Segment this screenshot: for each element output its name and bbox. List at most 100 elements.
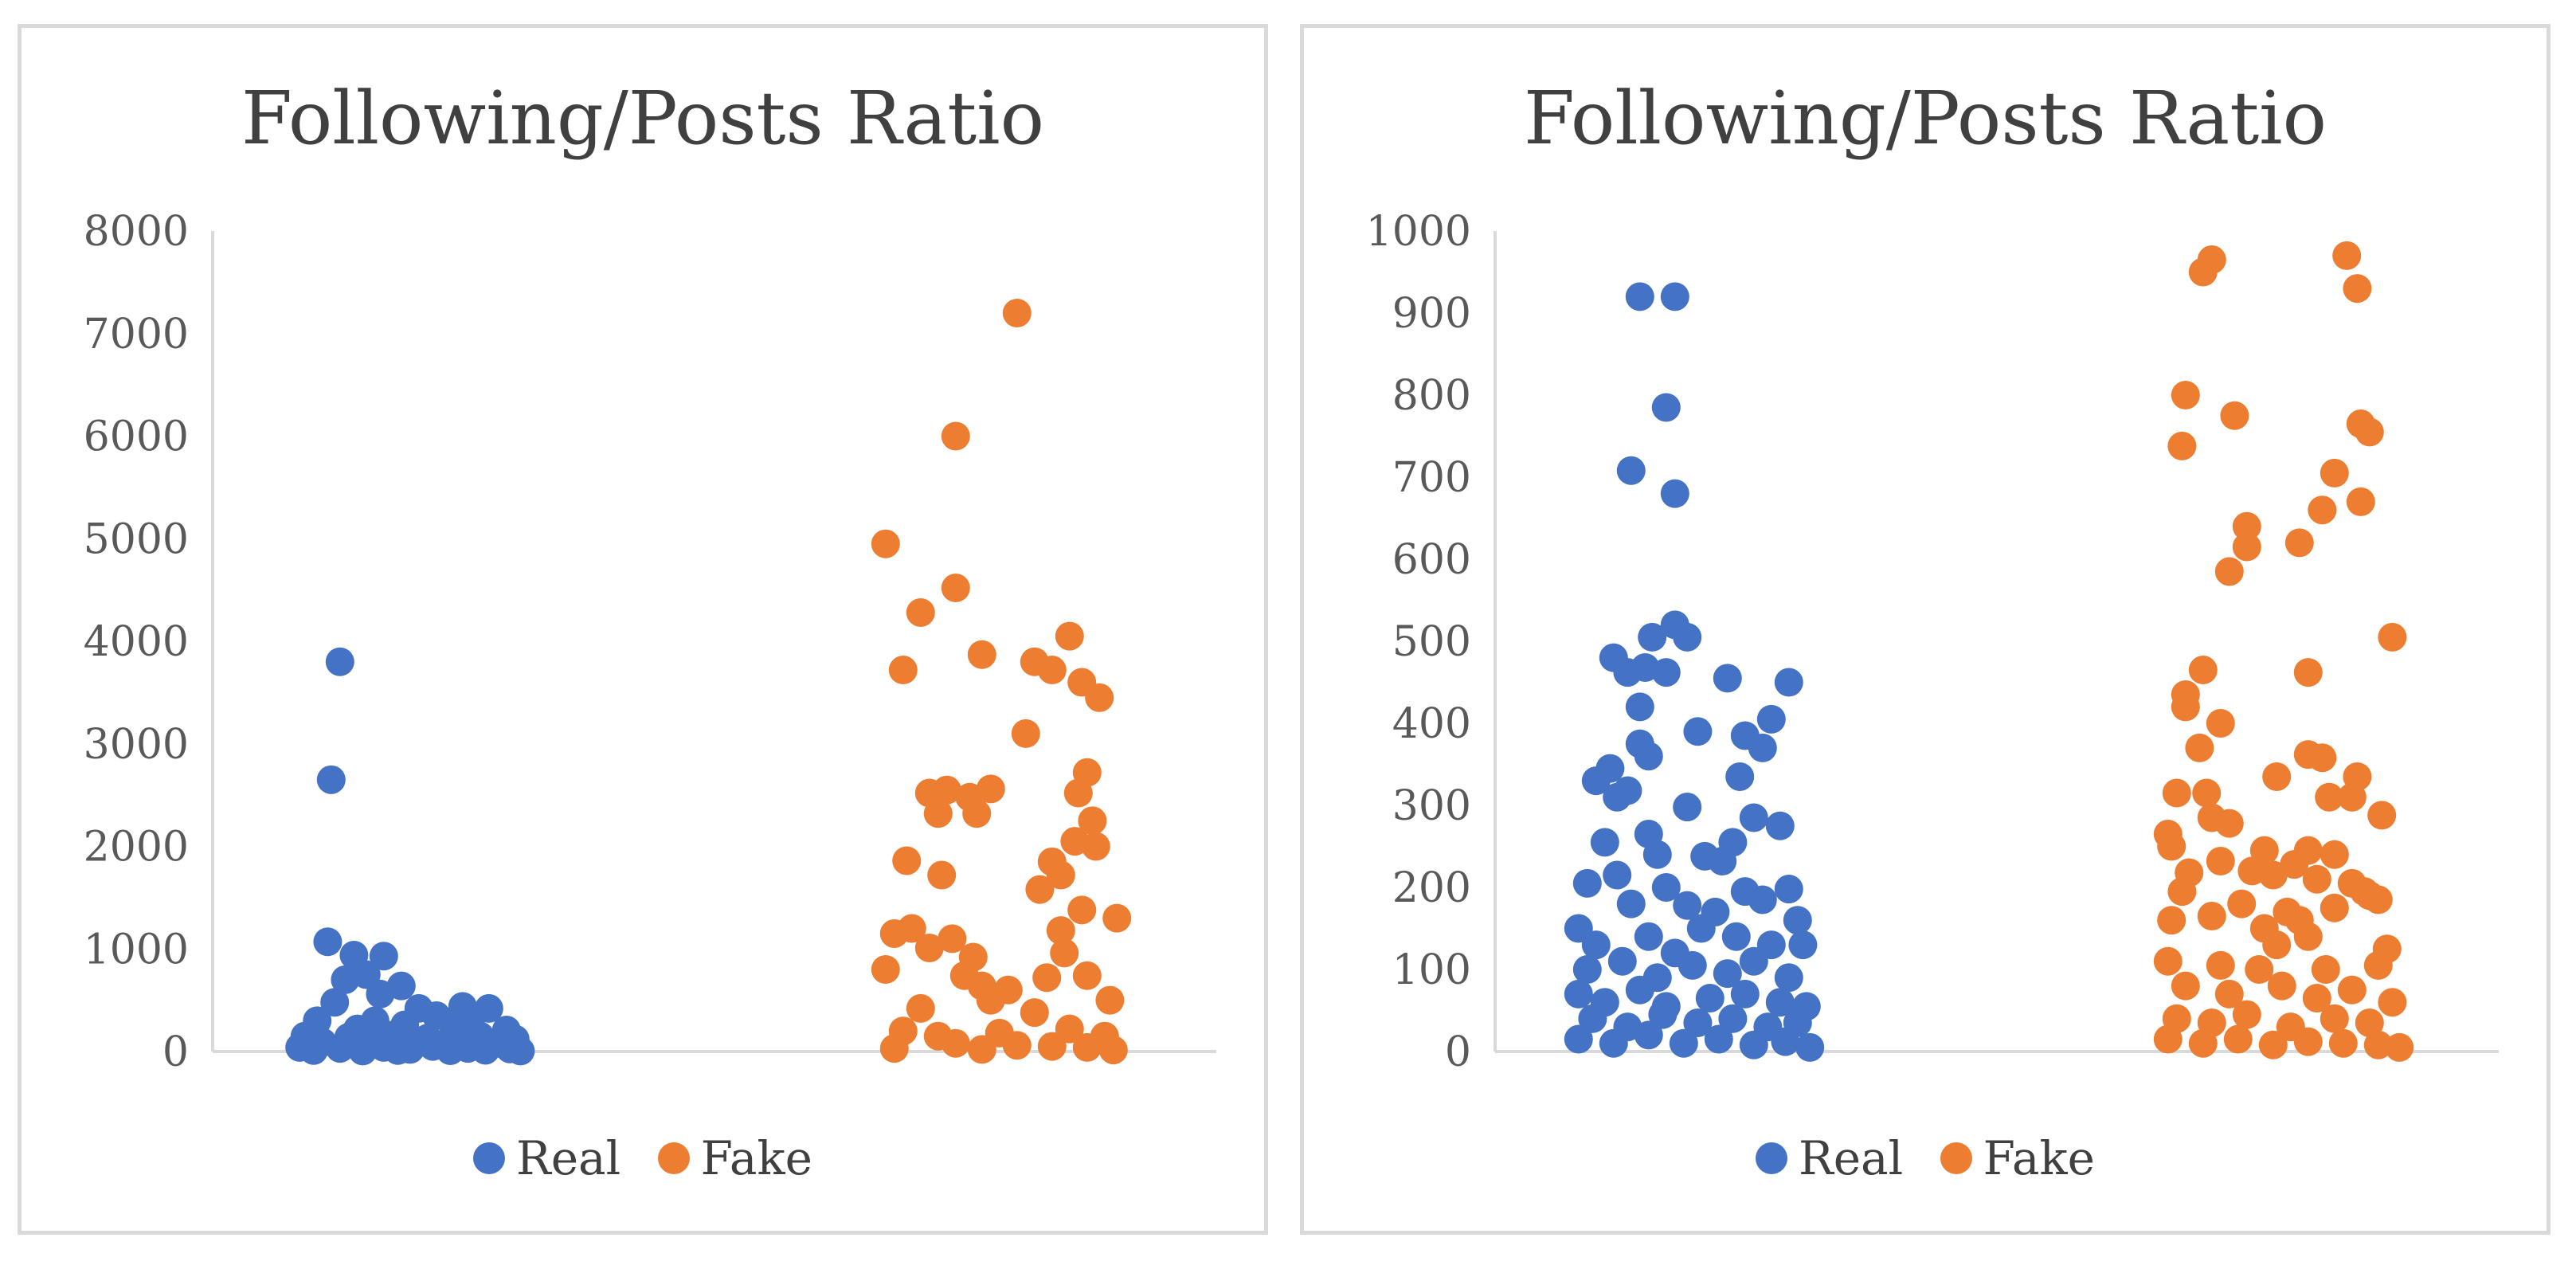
data-point-real [1718, 1004, 1748, 1033]
data-point-fake [2214, 557, 2244, 586]
data-point-fake [1037, 1032, 1067, 1061]
data-point-real [1669, 1028, 1698, 1058]
data-point-fake [2302, 864, 2331, 894]
y-tick-label: 900 [1392, 290, 1471, 338]
data-point-real [1651, 393, 1681, 422]
data-point-fake [1102, 903, 1132, 933]
data-point-fake [976, 774, 1005, 804]
data-point-real [1660, 282, 1689, 311]
data-point-fake [1055, 621, 1084, 651]
data-point-real [1739, 1030, 1768, 1059]
data-point-fake [927, 860, 957, 890]
y-tick-label: 0 [1445, 1028, 1471, 1076]
legend-item-real: Real [1756, 1131, 1903, 1185]
data-point-fake [2227, 889, 2257, 918]
data-point-fake [1072, 1032, 1102, 1062]
data-point-fake [2363, 950, 2393, 980]
data-point-fake [2153, 1024, 2183, 1054]
data-point-fake [2320, 458, 2349, 488]
data-point-real [1642, 840, 1672, 869]
legend-marker-real [1756, 1142, 1788, 1174]
y-tick-label: 8000 [84, 208, 189, 256]
data-point-fake [1067, 895, 1097, 925]
data-point-fake [1072, 961, 1102, 990]
data-point-fake [941, 421, 970, 451]
data-point-fake [2308, 495, 2337, 525]
y-tick-label: 2000 [84, 824, 189, 871]
y-tick-label: 100 [1392, 946, 1471, 994]
data-point-real [1599, 1028, 1628, 1058]
data-point-real [1673, 622, 1702, 652]
y-tick-label: 7000 [84, 311, 189, 358]
data-point-fake [2262, 762, 2292, 791]
data-point-fake [2363, 1030, 2393, 1059]
data-point-fake [2343, 274, 2372, 304]
data-point-real [1616, 889, 1646, 918]
data-point-fake [2355, 1008, 2384, 1037]
data-point-real [1578, 1004, 1607, 1033]
y-tick-label: 1000 [1366, 208, 1471, 256]
data-point-fake [1085, 683, 1114, 712]
data-point-fake [871, 529, 900, 558]
data-point-fake [2185, 733, 2214, 762]
data-point-real [1603, 860, 1632, 890]
data-point-fake [2167, 877, 2197, 907]
data-point-fake [1081, 832, 1110, 861]
data-point-fake [1002, 299, 1032, 327]
data-point-real [366, 979, 395, 1008]
data-point-fake [941, 574, 970, 603]
data-point-real [1651, 873, 1681, 902]
legend: Real Fake [22, 1131, 1264, 1185]
data-point-real [1673, 793, 1702, 822]
data-point-fake [1050, 938, 1079, 968]
y-tick-label: 3000 [84, 721, 189, 769]
data-point-real [299, 1036, 328, 1065]
y-tick-label: 300 [1392, 782, 1471, 830]
data-point-real [1774, 875, 1803, 904]
data-point-fake [2258, 860, 2288, 890]
data-point-fake [888, 656, 918, 685]
data-point-fake [2337, 782, 2367, 812]
legend-item-fake: Fake [657, 1131, 812, 1185]
data-point-real [1683, 717, 1713, 746]
data-point-real [331, 965, 360, 994]
legend-item-real: Real [473, 1131, 621, 1185]
data-point-real [1564, 1024, 1593, 1054]
data-point-fake [938, 924, 967, 954]
y-tick-label: 4000 [84, 618, 189, 666]
data-point-real [1788, 930, 1818, 960]
y-tick-label: 500 [1392, 618, 1471, 666]
data-point-fake [976, 985, 1005, 1015]
data-point-real [325, 647, 354, 676]
data-point-fake [879, 1034, 909, 1063]
data-point-fake [1020, 998, 1049, 1028]
data-point-fake [2293, 922, 2323, 951]
data-point-fake [2378, 622, 2407, 652]
data-point-real [313, 927, 343, 957]
data-point-real [1634, 922, 1663, 951]
data-point-fake [2206, 950, 2235, 980]
data-point-fake [892, 846, 922, 875]
data-point-fake [2171, 971, 2200, 1001]
data-point-fake [914, 933, 944, 962]
data-point-fake [967, 640, 996, 669]
data-point-fake [1078, 806, 1107, 836]
data-point-real [1572, 955, 1602, 984]
data-point-fake [2311, 955, 2340, 984]
data-point-real [1625, 975, 1654, 1005]
data-point-fake [2188, 1028, 2218, 1058]
data-point-fake [2337, 975, 2367, 1005]
data-point-fake [2302, 984, 2331, 1013]
data-point-real [1683, 1008, 1713, 1037]
data-point-real [1673, 891, 1702, 920]
data-point-fake [2385, 1032, 2414, 1062]
data-point-fake [941, 1028, 970, 1058]
data-point-fake [2188, 656, 2218, 685]
data-point-real [506, 1036, 535, 1066]
data-point-fake [962, 799, 992, 828]
data-point-fake [2206, 709, 2235, 738]
data-point-real [1695, 984, 1725, 1013]
data-point-fake [1095, 985, 1125, 1015]
data-point-fake [2328, 1028, 2358, 1058]
data-point-fake [2315, 782, 2344, 812]
